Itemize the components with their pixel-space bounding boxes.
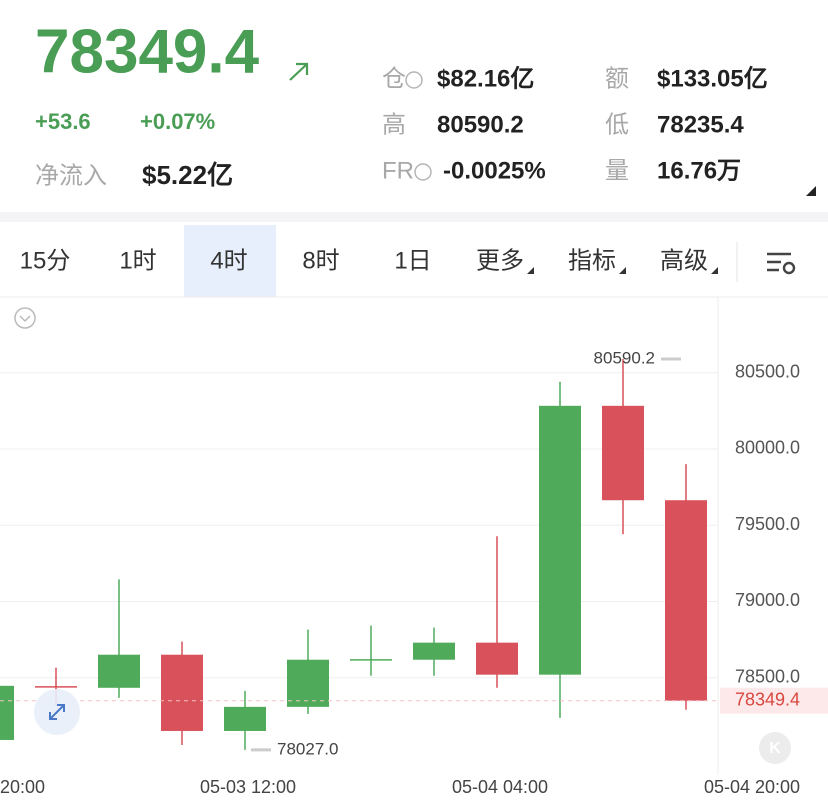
y-tick-label: 79500.0 [735,514,800,534]
k-icon: K [769,740,781,757]
change: +53.6 [35,109,91,134]
active-tab-bg [184,225,276,297]
last-price-label: 78349.4 [735,689,800,709]
stat-value: -0.0025% [443,157,546,184]
tab[interactable]: 4时 [210,247,247,274]
stat-value: 80590.2 [437,111,524,138]
low-label: 78027.0 [277,739,338,758]
candle-body [476,642,518,675]
candle-body [602,405,644,501]
stat-value: $133.05亿 [657,65,768,92]
candle-body [539,405,581,675]
net-inflow-label: 净流入 [35,162,107,189]
expand-icon [49,704,65,720]
tab[interactable]: 15分 [20,247,71,274]
stat-label: 额 [605,65,629,92]
candle-body [350,659,392,661]
candle-body [98,654,140,688]
collapse-button[interactable] [14,307,36,329]
tab[interactable]: 高级 [660,247,708,274]
help-icon[interactable] [414,163,432,181]
collapse-icon [19,315,31,323]
tab[interactable]: 1时 [119,247,156,274]
stat-label: 低 [605,111,629,138]
x-tick-label: 05-03 12:00 [200,777,296,797]
y-tick-label: 80000.0 [735,438,800,458]
candle-body [287,659,329,707]
stat-label: 仓 [382,65,406,92]
stat-value: 78235.4 [657,111,744,138]
help-icon[interactable] [405,71,423,89]
separator [0,212,828,222]
dropdown-marker [711,267,718,274]
x-tick-label: 20:00 [0,777,45,797]
stat-label: 量 [605,157,629,184]
net-inflow: $5.22亿 [142,160,233,190]
corner-marker [806,186,816,196]
x-tick-label: 05-04 04:00 [452,777,548,797]
tab[interactable]: 指标 [568,247,616,274]
dropdown-marker [619,267,626,274]
x-tick-label: 05-04 20:00 [704,777,800,797]
stat-value: 16.76万 [657,157,741,184]
high-label: 80590.2 [594,348,655,367]
tab[interactable]: 更多 [476,247,524,274]
candle-body [161,654,203,731]
y-tick-label: 78500.0 [735,666,800,686]
candle-body [224,706,266,731]
y-tick-label: 80500.0 [735,361,800,381]
tab[interactable]: 1日 [394,247,431,274]
chart: 78500.0 79000.0 79500.0 80000.0 80500.0 20:00… [0,348,828,797]
trend-arrow [289,62,309,81]
candle-body [413,642,455,660]
dropdown-marker [527,267,534,274]
tabs: 15分 1时 4时 8时 1日 更多 指标 高级 [20,247,718,274]
stat-value: $82.16亿 [437,65,534,92]
k-button[interactable] [759,732,791,764]
last-price-bg [720,687,828,714]
y-tick-label: 79000.0 [735,590,800,610]
price: 78349.4 [35,17,260,86]
candle-body [35,686,77,688]
settings-icon[interactable] [767,252,796,275]
stat-label: 高 [382,111,406,138]
change-pct: +0.07% [140,109,215,134]
tab[interactable]: 8时 [302,247,339,274]
stat-label: FR [382,157,414,184]
candle-body [665,500,707,701]
candle-body [0,685,14,740]
